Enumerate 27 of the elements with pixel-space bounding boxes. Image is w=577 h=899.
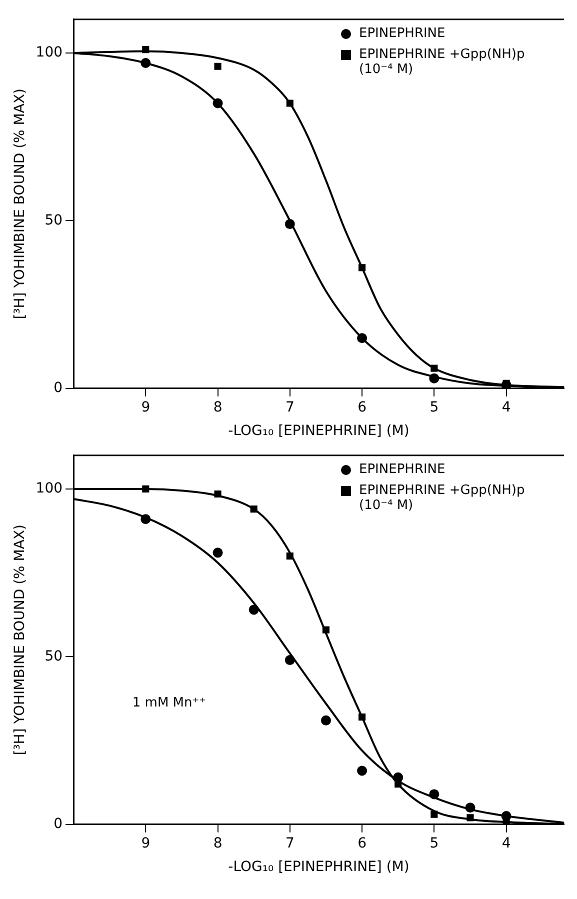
x-tick-label: 6 — [358, 835, 367, 852]
y-tick-label: 50 — [44, 212, 63, 228]
legend-label: EPINEPHRINE +Gpp(NH)p (10⁻⁴ M) — [359, 47, 526, 77]
x-tick-label: 5 — [430, 835, 439, 852]
x-tick-label: 5 — [430, 399, 439, 416]
x-tick-label: 6 — [358, 399, 367, 416]
y-tick-label: 100 — [36, 44, 63, 61]
y-tick-label: 0 — [54, 816, 63, 832]
x-tick-label: 8 — [213, 399, 222, 416]
x-tick-label: 9 — [141, 399, 150, 416]
legend-label: EPINEPHRINE — [359, 26, 446, 41]
x-axis-title: -LOG₁₀ [EPINEPHRINE] (M) — [228, 859, 410, 876]
y-axis-title: [³H] YOHIMBINE BOUND (% MAX) — [12, 524, 28, 756]
x-axis-title: -LOG₁₀ [EPINEPHRINE] (M) — [228, 423, 410, 440]
y-axis-title: [³H] YOHIMBINE BOUND (% MAX) — [12, 88, 28, 320]
x-tick-label: 4 — [502, 399, 511, 416]
y-tick-label: 50 — [44, 648, 63, 664]
annotation: 1 mM Mn⁺⁺ — [132, 695, 206, 710]
legend-label: EPINEPHRINE — [359, 462, 446, 477]
legend-label: EPINEPHRINE +Gpp(NH)p (10⁻⁴ M) — [359, 483, 526, 513]
y-tick-label: 100 — [36, 480, 63, 497]
x-tick-label: 9 — [141, 835, 150, 852]
y-tick-label: 0 — [54, 380, 63, 396]
x-tick-label: 7 — [285, 835, 294, 852]
x-tick-label: 7 — [285, 399, 294, 416]
x-tick-label: 8 — [213, 835, 222, 852]
x-tick-label: 4 — [502, 835, 511, 852]
